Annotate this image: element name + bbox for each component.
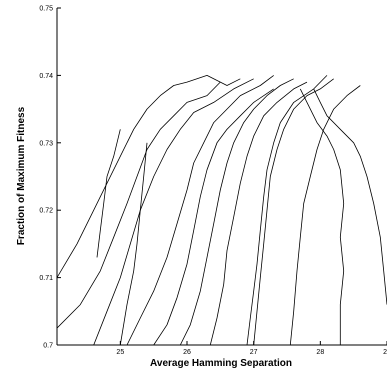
series-line-6 — [179, 78, 294, 345]
x-axis-title: Average Hamming Separation — [150, 358, 292, 369]
series-line-11 — [313, 88, 387, 305]
y-tick-label: 0.73 — [39, 140, 53, 147]
x-tick-label: 26 — [183, 349, 191, 356]
y-axis-title: Fraction of Maximum Fitness — [16, 106, 27, 245]
series-line-2 — [57, 81, 221, 329]
series-line-7 — [209, 81, 308, 345]
series-line-4 — [126, 75, 274, 345]
x-tick-label: 28 — [316, 349, 324, 356]
series-line-14 — [96, 129, 121, 258]
series-line-8 — [253, 78, 334, 345]
y-tick-label: 0.74 — [39, 73, 53, 80]
series-line-1 — [57, 75, 241, 278]
plot-lines — [57, 75, 387, 345]
series-line-3 — [93, 78, 254, 345]
series-line-13 — [119, 142, 148, 345]
x-tick-label: 25 — [116, 349, 124, 356]
series-line-5 — [153, 88, 274, 345]
x-tick-label: 27 — [250, 349, 258, 356]
axes — [56, 7, 387, 346]
x-tick-label: 29 — [383, 349, 387, 356]
y-tick-label: 0.7 — [43, 343, 53, 350]
y-tick-label: 0.71 — [39, 275, 53, 282]
series-line-9 — [289, 85, 361, 345]
series-line-10 — [299, 88, 345, 345]
y-tick-label: 0.75 — [39, 6, 53, 13]
series-line-12 — [246, 75, 328, 345]
tick-labels: 25 26 27 28 29 0.7 0.71 0.72 0.73 0.74 0.75 — [39, 6, 387, 357]
y-tick-label: 0.72 — [39, 208, 53, 215]
